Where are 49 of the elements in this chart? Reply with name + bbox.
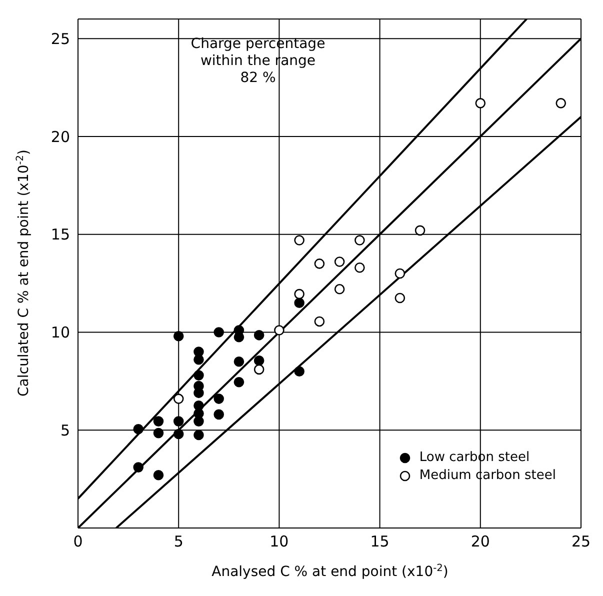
point [194, 416, 204, 426]
point [133, 424, 144, 434]
point [334, 256, 345, 267]
point [294, 298, 304, 308]
point [153, 470, 164, 480]
point [173, 428, 184, 440]
point [173, 416, 184, 426]
point [294, 235, 304, 246]
point [153, 416, 164, 426]
y-tick-label: 15 [50, 226, 70, 244]
x-tick-label: 15 [370, 532, 390, 551]
point [314, 258, 325, 269]
point [254, 364, 264, 375]
x-axis-title: Analysed C % at end point (x10$^{-2}$) [212, 562, 448, 580]
point [334, 284, 345, 294]
point [394, 268, 406, 279]
point [133, 462, 144, 472]
point [294, 288, 304, 300]
y-tick-label: 10 [50, 324, 70, 342]
point [354, 262, 365, 273]
point [173, 330, 184, 342]
point [314, 316, 325, 327]
point [234, 377, 244, 388]
point [153, 428, 164, 438]
x-tick-label: 10 [270, 532, 289, 551]
point [214, 409, 224, 420]
point [173, 394, 184, 404]
point [234, 356, 244, 367]
point [475, 98, 486, 108]
x-tick-label: 0 [73, 532, 83, 551]
point [194, 370, 204, 380]
point [294, 366, 304, 377]
point [254, 355, 264, 366]
x-tick-label: 25 [571, 532, 591, 551]
x-tick-label: 5 [174, 532, 184, 551]
point [214, 327, 224, 338]
point [194, 354, 204, 365]
point [556, 98, 566, 108]
point [394, 292, 406, 304]
y-tick-label: 25 [50, 30, 70, 48]
point [194, 430, 204, 440]
point [274, 325, 284, 336]
point [214, 394, 224, 404]
y-tick-label: 20 [50, 128, 70, 146]
y-tick-label: 5 [60, 421, 70, 440]
x-tick-label: 20 [470, 532, 490, 551]
point [414, 225, 426, 236]
point [254, 330, 264, 340]
point [354, 235, 365, 246]
